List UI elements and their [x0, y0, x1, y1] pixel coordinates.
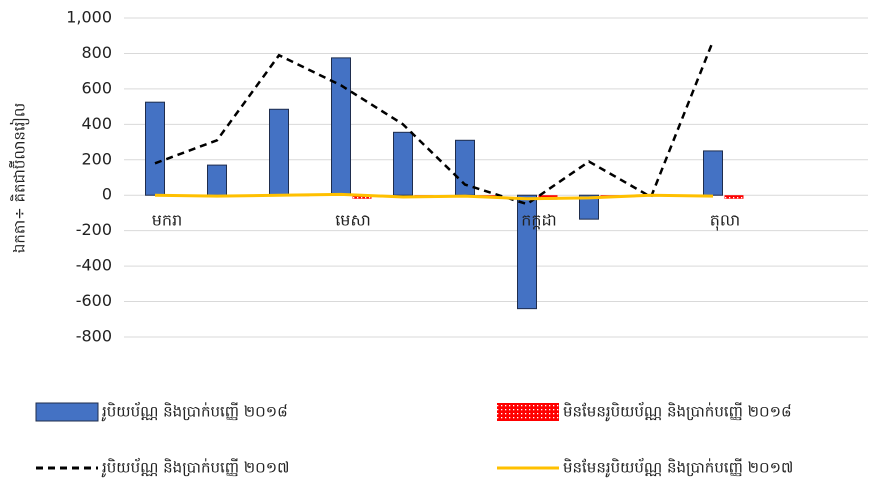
y-tick-label: -600 [76, 291, 112, 310]
y-tick-label: 600 [81, 78, 112, 97]
bar [455, 139, 475, 196]
bar [393, 131, 413, 196]
y-tick-label: 1,000 [66, 8, 112, 27]
bar [145, 101, 165, 196]
bar [207, 164, 227, 196]
legend-swatch [497, 403, 559, 421]
y-tick-label: -400 [76, 256, 112, 275]
legend-swatch [35, 402, 99, 422]
legend-label: រូបិយប័ណ្ណ និងប្រាក់បញ្ញើ ២០១៧ [101, 458, 290, 478]
y-tick-label: 400 [81, 114, 112, 133]
legend-label: មិនមែនរូបិយប័ណ្ណ និងប្រាក់បញ្ញើ ២០១៨ [563, 402, 792, 422]
bar [517, 194, 537, 310]
y-tick-label: -800 [76, 327, 112, 346]
legend-label: រូបិយប័ណ្ណ និងប្រាក់បញ្ញើ ២០១៨ [101, 402, 288, 422]
y-axis-label: ឯកតា÷ គិតជាប៊ីលានរៀល [9, 103, 30, 253]
x-tick-label: តុលា [710, 211, 740, 232]
x-tick-label: មេសា [335, 211, 371, 230]
bar [579, 194, 599, 220]
legend-label: មិនមែនរូបិយប័ណ្ណ និងប្រាក់បញ្ញើ ២០១៧ [563, 458, 793, 478]
bar [331, 57, 351, 196]
bar [703, 150, 723, 196]
bar [269, 108, 289, 196]
y-tick-label: -200 [76, 220, 112, 239]
bar [724, 195, 744, 199]
x-tick-label: មករា [152, 211, 182, 230]
line [154, 192, 714, 201]
line [154, 40, 715, 206]
y-tick-label: 800 [81, 43, 112, 62]
y-tick-label: 0 [102, 185, 112, 204]
bar [352, 195, 372, 199]
y-tick-label: 200 [81, 149, 112, 168]
x-tick-label: កក្កដា [521, 211, 557, 230]
